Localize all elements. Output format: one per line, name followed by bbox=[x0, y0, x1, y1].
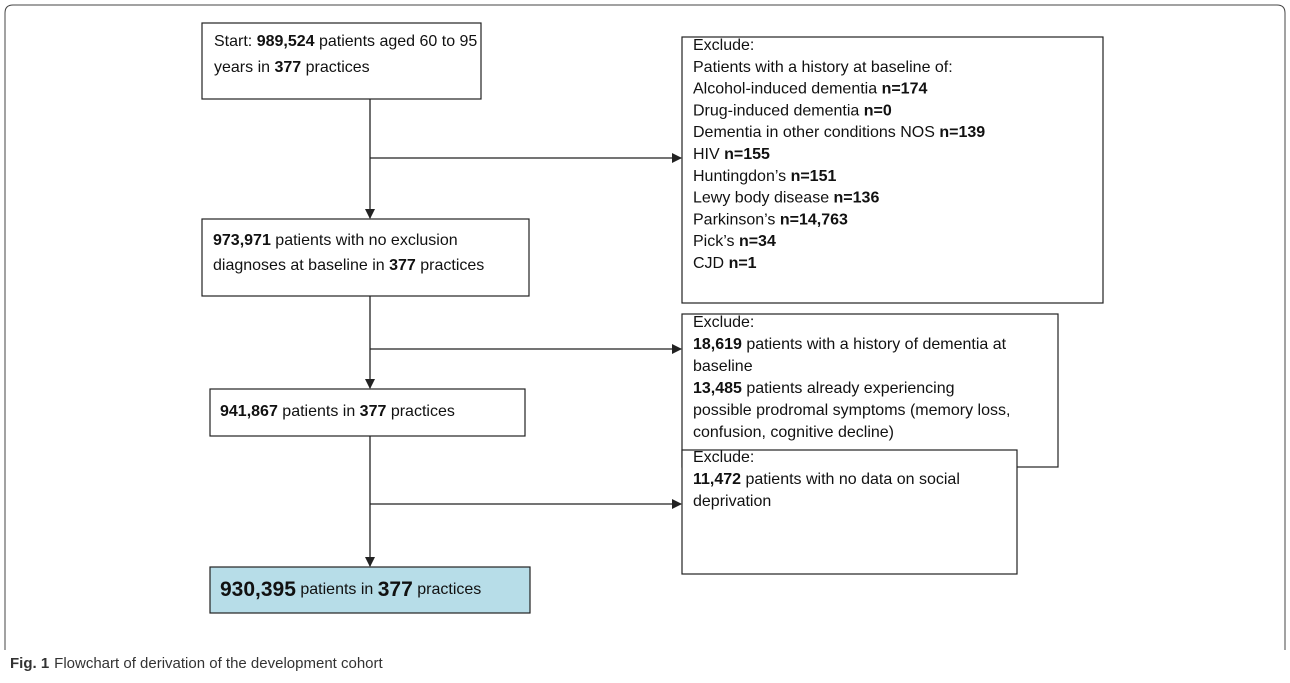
bold-run: n=174 bbox=[882, 81, 928, 98]
bold-run: 377 bbox=[360, 403, 387, 420]
bold-run: 13,485 bbox=[693, 380, 742, 397]
text-run: patients in bbox=[278, 403, 360, 420]
text-run: patients in bbox=[296, 581, 378, 598]
bold-run: n=1 bbox=[729, 255, 757, 272]
bold-run: 973,971 bbox=[213, 232, 271, 249]
box-line: 941,867 patients in 377 practices bbox=[220, 403, 455, 420]
bold-run: n=155 bbox=[724, 146, 770, 163]
box-line: 13,485 patients already experiencing bbox=[693, 380, 955, 397]
text-run: Drug-induced dementia bbox=[693, 103, 864, 120]
box-border bbox=[201, 22, 482, 100]
bold-run: n=139 bbox=[939, 124, 985, 141]
text-run: practices bbox=[301, 59, 369, 76]
text-run: Patients with a history at baseline of: bbox=[693, 59, 953, 76]
flow-box: 973,971 patients with no exclusion diagno… bbox=[201, 218, 530, 297]
box-line: years in 377 practices bbox=[214, 59, 370, 76]
bold-run: n=0 bbox=[864, 103, 892, 120]
box-line: Alcohol-induced dementia n=174 bbox=[693, 81, 927, 98]
boxes: Start: 989,524 patients aged 60 to 95 yea… bbox=[201, 22, 1104, 614]
bold-run: n=34 bbox=[739, 233, 776, 250]
text-run: CJD bbox=[693, 255, 729, 272]
box-line: 18,619 patients with a history of dement… bbox=[693, 336, 1007, 353]
text-run: Start: bbox=[214, 33, 257, 50]
box-line: 11,472 patients with no data on social bbox=[693, 471, 960, 488]
text-run: practices bbox=[416, 257, 484, 274]
bold-run: 377 bbox=[378, 578, 413, 601]
box-line: HIV n=155 bbox=[693, 146, 770, 163]
box-line: baseline bbox=[693, 358, 753, 375]
text-run: Alcohol-induced dementia bbox=[693, 81, 882, 98]
bold-run: 11,472 bbox=[693, 471, 741, 488]
caption-label: Fig. 1 bbox=[10, 655, 49, 672]
box-border bbox=[681, 449, 1018, 575]
box-line: Exclude: bbox=[693, 449, 754, 466]
box-line: Lewy body disease n=136 bbox=[693, 190, 879, 207]
text-run: confusion, cognitive decline) bbox=[693, 424, 894, 441]
box-line: 973,971 patients with no exclusion bbox=[213, 232, 458, 249]
box-line: Huntingdon’s n=151 bbox=[693, 168, 836, 185]
text-run: patients already experiencing bbox=[742, 380, 955, 397]
flow-box: Exclude: 18,619 patients with a history o… bbox=[681, 313, 1059, 468]
box-line: Start: 989,524 patients aged 60 to 95 bbox=[214, 33, 477, 50]
flow-box: 941,867 patients in 377 practices bbox=[209, 388, 526, 437]
box-border bbox=[209, 566, 531, 614]
box-line: CJD n=1 bbox=[693, 255, 757, 272]
text-run: baseline bbox=[693, 358, 753, 375]
text-run: deprivation bbox=[693, 493, 771, 510]
text-run: Lewy body disease bbox=[693, 190, 834, 207]
text-run: Exclude: bbox=[693, 314, 754, 331]
bold-run: n=14,763 bbox=[780, 212, 848, 229]
text-run: Parkinson’s bbox=[693, 212, 780, 229]
box-border bbox=[209, 388, 526, 437]
text-run: patients with no data on social bbox=[741, 471, 960, 488]
box-line: possible prodromal symptoms (memory loss… bbox=[693, 402, 1010, 419]
bold-run: 941,867 bbox=[220, 403, 278, 420]
text-run: diagnoses at baseline in bbox=[213, 257, 389, 274]
text-run: Pick’s bbox=[693, 233, 739, 250]
bold-run: n=136 bbox=[834, 190, 880, 207]
figure-frame bbox=[4, 4, 1286, 650]
box-line: confusion, cognitive decline) bbox=[693, 424, 894, 441]
text-run: patients aged 60 to 95 bbox=[315, 33, 478, 50]
bold-run: 377 bbox=[274, 59, 301, 76]
box-line: Parkinson’s n=14,763 bbox=[693, 212, 848, 229]
bold-run: 989,524 bbox=[257, 33, 315, 50]
box-line: Exclude: bbox=[693, 37, 754, 54]
flow-box: Exclude: 11,472 patients with no data on … bbox=[681, 449, 1018, 575]
text-run: Dementia in other conditions NOS bbox=[693, 124, 939, 141]
text-run: Exclude: bbox=[693, 449, 754, 466]
caption: Fig. 1 Flowchart of derivation of the dev… bbox=[10, 655, 384, 672]
text-run: possible prodromal symptoms (memory loss… bbox=[693, 402, 1010, 419]
box-line: 930,395 patients in 377 practices bbox=[220, 578, 481, 601]
bold-run: 930,395 bbox=[220, 578, 296, 601]
bold-run: 18,619 bbox=[693, 336, 742, 353]
connectors bbox=[365, 99, 682, 567]
flow-box: 930,395 patients in 377 practices bbox=[209, 566, 531, 614]
text-run: patients with a history of dementia at bbox=[742, 336, 1007, 353]
text-run: HIV bbox=[693, 146, 724, 163]
box-line: deprivation bbox=[693, 493, 771, 510]
text-run: Huntingdon’s bbox=[693, 168, 791, 185]
box-border bbox=[681, 36, 1104, 304]
box-line: Exclude: bbox=[693, 314, 754, 331]
box-border bbox=[681, 313, 1059, 468]
box-line: Dementia in other conditions NOS n=139 bbox=[693, 124, 985, 141]
text-run: patients with no exclusion bbox=[271, 232, 458, 249]
text-run: practices bbox=[413, 581, 481, 598]
box-border bbox=[201, 218, 530, 297]
box-line: Patients with a history at baseline of: bbox=[693, 59, 953, 76]
bold-run: n=151 bbox=[791, 168, 837, 185]
caption-text: Flowchart of derivation of the developme… bbox=[54, 655, 383, 672]
flow-box: Exclude: Patients with a history at basel… bbox=[681, 36, 1104, 304]
text-run: years in bbox=[214, 59, 274, 76]
box-line: Pick’s n=34 bbox=[693, 233, 776, 250]
box-line: diagnoses at baseline in 377 practices bbox=[213, 257, 484, 274]
bold-run: 377 bbox=[389, 257, 416, 274]
box-line: Drug-induced dementia n=0 bbox=[693, 103, 892, 120]
text-run: Exclude: bbox=[693, 37, 754, 54]
flow-box: Start: 989,524 patients aged 60 to 95 yea… bbox=[201, 22, 482, 100]
text-run: practices bbox=[386, 403, 454, 420]
